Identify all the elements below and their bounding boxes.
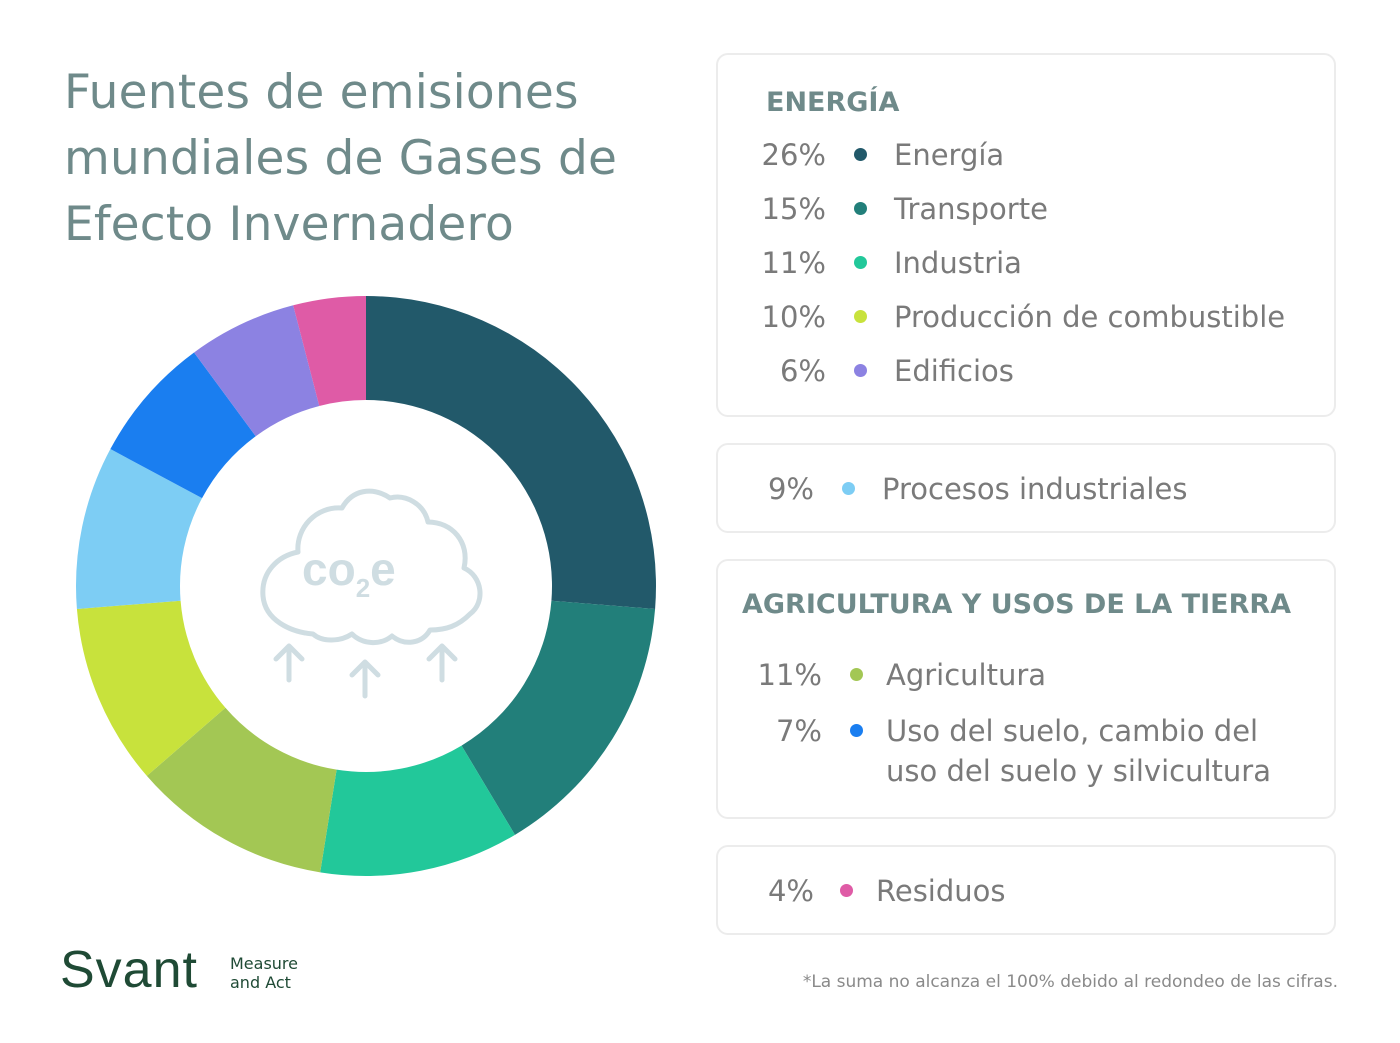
co2e-cloud-icon	[260, 488, 483, 699]
donut-slice-7	[194, 305, 320, 437]
footnote: *La suma no alcanza el 100% debido al re…	[802, 972, 1338, 992]
donut-slice-4	[76, 600, 226, 776]
donut-slice-6	[110, 352, 256, 499]
logo-brand: Svant	[60, 941, 198, 999]
legend-card-agricultura: AGRICULTURA Y USOS DE LA TIERRA 11% Agri…	[716, 559, 1336, 819]
legend-dot	[842, 482, 855, 495]
legend-dot	[854, 364, 867, 377]
donut-slice-1	[461, 600, 656, 835]
legend-pct: 9%	[767, 472, 814, 506]
logo-tagline-2: and Act	[230, 973, 291, 992]
legend-card-procesos: 9% Procesos industriales	[716, 443, 1336, 533]
title-line-2: mundiales de Gases de	[64, 131, 618, 186]
legend-pct: 4%	[767, 874, 814, 908]
legend-dot	[840, 884, 853, 897]
legend-pct: 10%	[761, 300, 826, 334]
legend-dot	[854, 202, 867, 215]
chart-title: Fuentes de emisiones mundiales de Gases …	[64, 60, 684, 258]
legend-pct: 6%	[779, 354, 826, 388]
donut-chart: co2e	[76, 296, 657, 876]
donut-slice-0	[366, 296, 657, 609]
title-line-3: Efecto Invernadero	[64, 197, 514, 252]
legend-label: Transporte	[894, 192, 1048, 226]
legend-pct: 15%	[761, 192, 826, 226]
donut-slice-2	[320, 745, 515, 876]
legend-label: Edificios	[894, 354, 1014, 388]
legend-label: Uso del suelo, cambio del uso del suelo …	[886, 714, 1271, 788]
legend-dot	[854, 148, 867, 161]
legend-label: Agricultura	[886, 658, 1047, 692]
legend-heading-agricultura: AGRICULTURA Y USOS DE LA TIERRA	[742, 589, 1292, 620]
logo-tagline: Measure and Act	[230, 954, 298, 992]
co2e-label-e: e	[370, 543, 396, 595]
co2e-label-2: 2	[356, 573, 370, 603]
title-line-1: Fuentes de emisiones	[64, 65, 579, 120]
legend-dot	[854, 256, 867, 269]
legend-pct: 11%	[761, 246, 826, 280]
legend-heading-energia: ENERGÍA	[766, 87, 900, 118]
donut-slice-5	[76, 449, 203, 609]
legend-label: Producción de combustible	[894, 300, 1286, 334]
legend-pct: 11%	[757, 658, 822, 692]
legend-dot	[854, 310, 867, 323]
legend-dot	[850, 668, 863, 681]
donut-slice-8	[293, 296, 366, 406]
legend-pct: 26%	[761, 138, 826, 172]
co2e-label-co: co	[302, 543, 356, 595]
legend-label: Residuos	[876, 874, 1006, 908]
legend-card-energia: ENERGÍA 26% Energía 15% Transporte 11% I…	[716, 53, 1336, 417]
legend-pct: 7%	[775, 714, 822, 748]
legend-dot	[850, 724, 863, 737]
legend-card-residuos: 4% Residuos	[716, 845, 1336, 935]
donut-slice-3	[146, 707, 337, 873]
legend-label: Procesos industriales	[882, 472, 1188, 506]
logo-tagline-1: Measure	[230, 954, 298, 973]
co2e-label: co2e	[302, 543, 396, 603]
legend-label: Energía	[894, 138, 1005, 172]
legend-label: Industria	[894, 246, 1022, 280]
